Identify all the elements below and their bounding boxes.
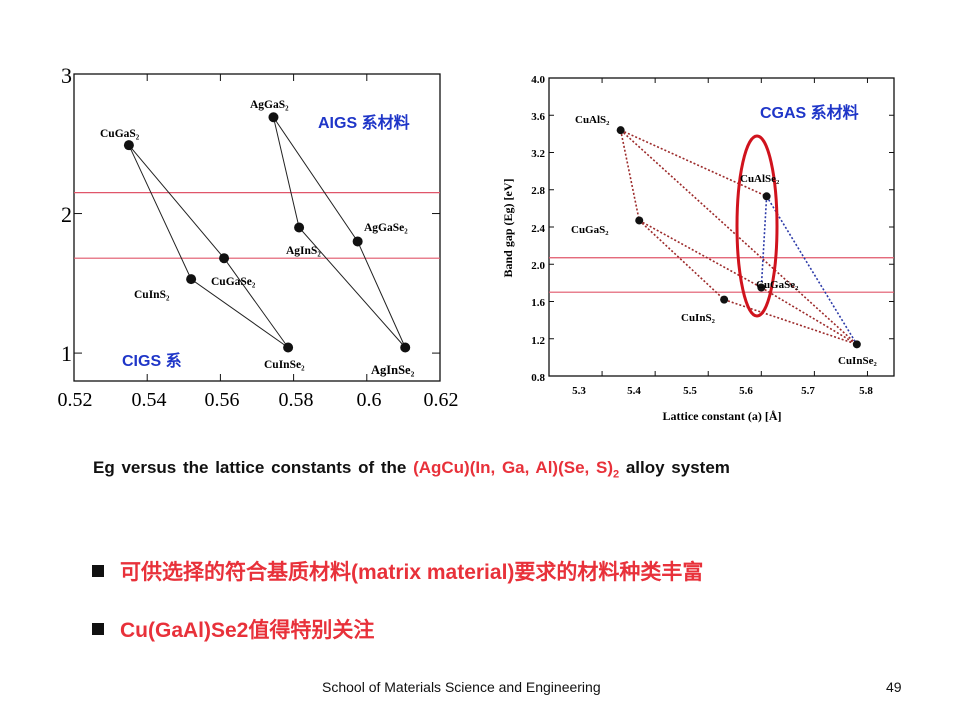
left-tick-x-4: 0.6 [357,389,382,411]
caption-suffix: alloy system [619,458,730,477]
left-chart: 0.52 0.54 0.56 0.58 0.6 0.62 1 2 3 CuGaS… [58,63,459,411]
right-connector-8 [765,195,858,345]
left-point-0 [123,140,134,151]
label-r-cuins2: CuInS₂ [681,312,716,324]
right-tick-y-7: 3.6 [531,111,545,123]
left-tick-x-2: 0.56 [205,389,240,411]
left-point-6 [352,236,363,247]
label-aggase2: AgGaSe₂ [364,222,408,234]
aginse2-text: AgInSe₂ [371,363,415,377]
label-r-cualse2: CuAlSe₂ [740,173,780,185]
cgas-annotation: CGAS 系材料 [760,103,859,122]
caption-highlight-text: (AgCu)(In, Ga, Al)(Se, S) [413,458,613,477]
caption-prefix: Eg versus the lattice constants of the [93,458,414,477]
left-tick-y-0: 1 [61,341,72,366]
label-r-cugase2: CuGaSe₂ [756,279,799,291]
highlight-ellipse [735,134,779,318]
right-point-2 [762,192,771,201]
page-number: 49 [886,679,902,695]
left-point-1 [186,274,197,285]
left-point-7 [400,342,411,353]
right-connector-3 [638,219,725,301]
right-tick-y-6: 3.2 [531,148,545,160]
right-point-5 [852,340,861,349]
square-bullet-icon [92,565,104,577]
bullet-text-1: 可供选择的符合基质材料(matrix material)要求的材料种类丰富 [120,561,704,584]
label-cuins2: CuInS₂ [134,289,170,301]
r-cualse2-text: CuAlSe₂ [740,173,780,185]
left-point-4 [268,112,279,123]
aggase2-text: AgGaSe₂ [364,222,408,234]
right-tick-x-0: 5.3 [572,385,586,397]
r-cugas2-text: CuGaS₂ [571,224,609,236]
right-connector-2 [620,129,858,345]
r-cuals2-text: CuAlS₂ [575,114,610,126]
left-plot-frame [73,73,441,382]
right-connector-0 [619,129,641,221]
right-x-axis-label: Lattice constant (a) [Å] [663,409,782,423]
caption-highlight: (AgCu)(In, Ga, Al)(Se, S)2 [413,458,620,481]
r-cugase2-text: CuGaSe₂ [756,279,799,291]
cugase2-text: CuGaSe₂ [211,276,256,288]
label-r-cuals2: CuAlS₂ [575,114,610,126]
cuins2-text: CuInS₂ [134,289,170,301]
right-point-4 [720,295,729,304]
bullet-item-1: 可供选择的符合基质材料(matrix material)要求的材料种类丰富 [92,556,703,586]
left-tick-x-3: 0.58 [279,389,314,411]
left-tick-y-1: 2 [61,202,72,227]
right-tick-y-4: 2.4 [531,223,545,235]
left-point-5 [294,222,305,233]
right-connector-4 [638,219,762,289]
square-bullet-icon [92,623,104,635]
right-connector-1 [620,129,767,197]
right-tick-x-4: 5.7 [801,385,815,397]
right-tick-y-2: 1.6 [531,297,545,309]
label-aginse2: AgInSe₂ [371,363,415,377]
r-cuinse2-text: CuInSe₂ [838,355,877,367]
right-tick-x-1: 5.4 [627,385,641,397]
left-tick-x-1: 0.54 [132,389,167,411]
cugas2-text: CuGaS₂ [100,128,140,140]
footer-school: School of Materials Science and Engineer… [322,679,601,695]
label-cuinse2: CuInSe₂ [264,359,305,371]
agins2-text: AgInS₂ [286,245,321,257]
left-point-3 [283,342,294,353]
left-tick-x-0: 0.52 [58,389,93,411]
right-tick-y-3: 2.0 [531,260,545,272]
right-tick-y-5: 2.8 [531,185,545,197]
right-connector-5 [723,298,858,346]
r-cuins2-text: CuInS₂ [681,312,716,324]
label-cugas2: CuGaS₂ [100,128,140,140]
aigs-annotation: AIGS 系材料 [318,113,410,132]
right-tick-x-5: 5.8 [859,385,873,397]
right-tick-x-3: 5.6 [739,385,753,397]
left-tick-x-5: 0.62 [424,389,459,411]
aggas2-text: AgGaS₂ [250,99,289,111]
bullet-item-2: Cu(GaAl)Se2值得特别关注 [92,614,374,644]
right-tick-y-0: 0.8 [531,372,545,384]
right-connector-6 [760,286,858,346]
figure-caption: Eg versus the lattice constants of the (… [93,458,730,480]
cuinse2-text: CuInSe₂ [264,359,305,371]
bullet-text-2: Cu(GaAl)Se2值得特别关注 [120,619,375,642]
right-y-axis-label: Band gap (Eg) [eV] [501,178,515,277]
right-tick-y-1: 1.2 [531,335,545,347]
label-agins2: AgInS₂ [286,245,321,257]
right-point-1 [635,216,644,225]
label-cugase2: CuGaSe₂ [211,276,256,288]
right-plot-frame [548,77,895,377]
label-r-cuinse2: CuInSe₂ [838,355,877,367]
right-tick-x-2: 5.5 [683,385,697,397]
caption-subscript: 2 [613,468,620,481]
right-point-3 [757,283,766,292]
right-tick-y-8: 4.0 [531,74,545,86]
right-point-0 [616,126,625,135]
label-r-cugas2: CuGaS₂ [571,224,609,236]
right-connector-7 [760,196,768,288]
label-aggas2: AgGaS₂ [250,99,289,111]
left-tick-y-2: 3 [61,63,72,88]
cigs-annotation: CIGS 系 [122,352,182,370]
left-point-2 [219,253,230,264]
